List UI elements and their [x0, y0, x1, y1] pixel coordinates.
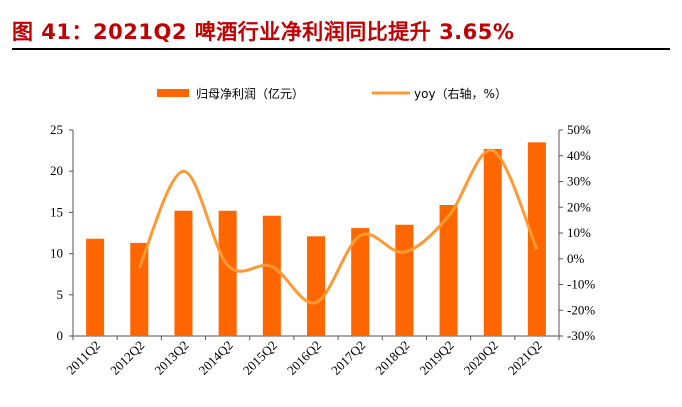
x-tick-label: 2017Q2	[328, 338, 368, 378]
yoy-line	[137, 149, 539, 305]
x-tick-label: 2015Q2	[240, 338, 280, 378]
right-tick-label: 40%	[567, 148, 591, 163]
left-tick-label: 5	[57, 287, 64, 302]
bar-2019Q2	[439, 204, 458, 336]
left-tick-label: 0	[57, 328, 64, 343]
x-tick-label: 2011Q2	[63, 338, 103, 378]
right-tick-label: 20%	[567, 199, 591, 214]
x-tick-label: 2021Q2	[505, 338, 545, 378]
right-tick-label: -10%	[567, 277, 595, 292]
bar-2018Q2	[395, 224, 414, 336]
right-tick-label: 30%	[567, 174, 591, 189]
title-divider	[12, 48, 670, 50]
bar-2021Q2	[527, 142, 546, 336]
left-tick-label: 25	[50, 122, 63, 137]
x-tick-label: 2014Q2	[196, 338, 236, 378]
x-tick-label: 2018Q2	[372, 338, 412, 378]
legend-line-label: yoy（右轴，%）	[414, 86, 507, 101]
right-tick-label: -20%	[567, 302, 595, 317]
bar-2014Q2	[218, 210, 237, 336]
left-tick-label: 10	[50, 246, 63, 261]
x-tick-label: 2013Q2	[151, 338, 191, 378]
bar-2013Q2	[174, 210, 193, 336]
bar-2012Q2	[130, 242, 149, 336]
bar-2020Q2	[483, 148, 502, 336]
bar-2017Q2	[351, 228, 370, 336]
x-tick-label: 2016Q2	[284, 338, 324, 378]
x-tick-label: 2020Q2	[461, 338, 501, 378]
right-tick-label: 50%	[567, 122, 591, 137]
right-tick-label: 10%	[567, 225, 591, 240]
right-tick-label: 0%	[567, 251, 585, 266]
right-tick-label: -30%	[567, 328, 595, 343]
x-tick-label: 2019Q2	[416, 338, 456, 378]
bar-2016Q2	[307, 236, 325, 336]
chart-title: 图 41：2021Q2 啤酒行业净利润同比提升 3.65%	[12, 20, 515, 44]
bar-2011Q2	[86, 238, 105, 336]
legend-bar-label: 归母净利润（亿元）	[196, 86, 304, 101]
bar-2015Q2	[262, 215, 281, 336]
left-tick-label: 15	[50, 204, 63, 219]
left-tick-label: 20	[50, 163, 63, 178]
legend-bar-swatch	[157, 89, 189, 97]
x-tick-label: 2012Q2	[107, 338, 147, 378]
